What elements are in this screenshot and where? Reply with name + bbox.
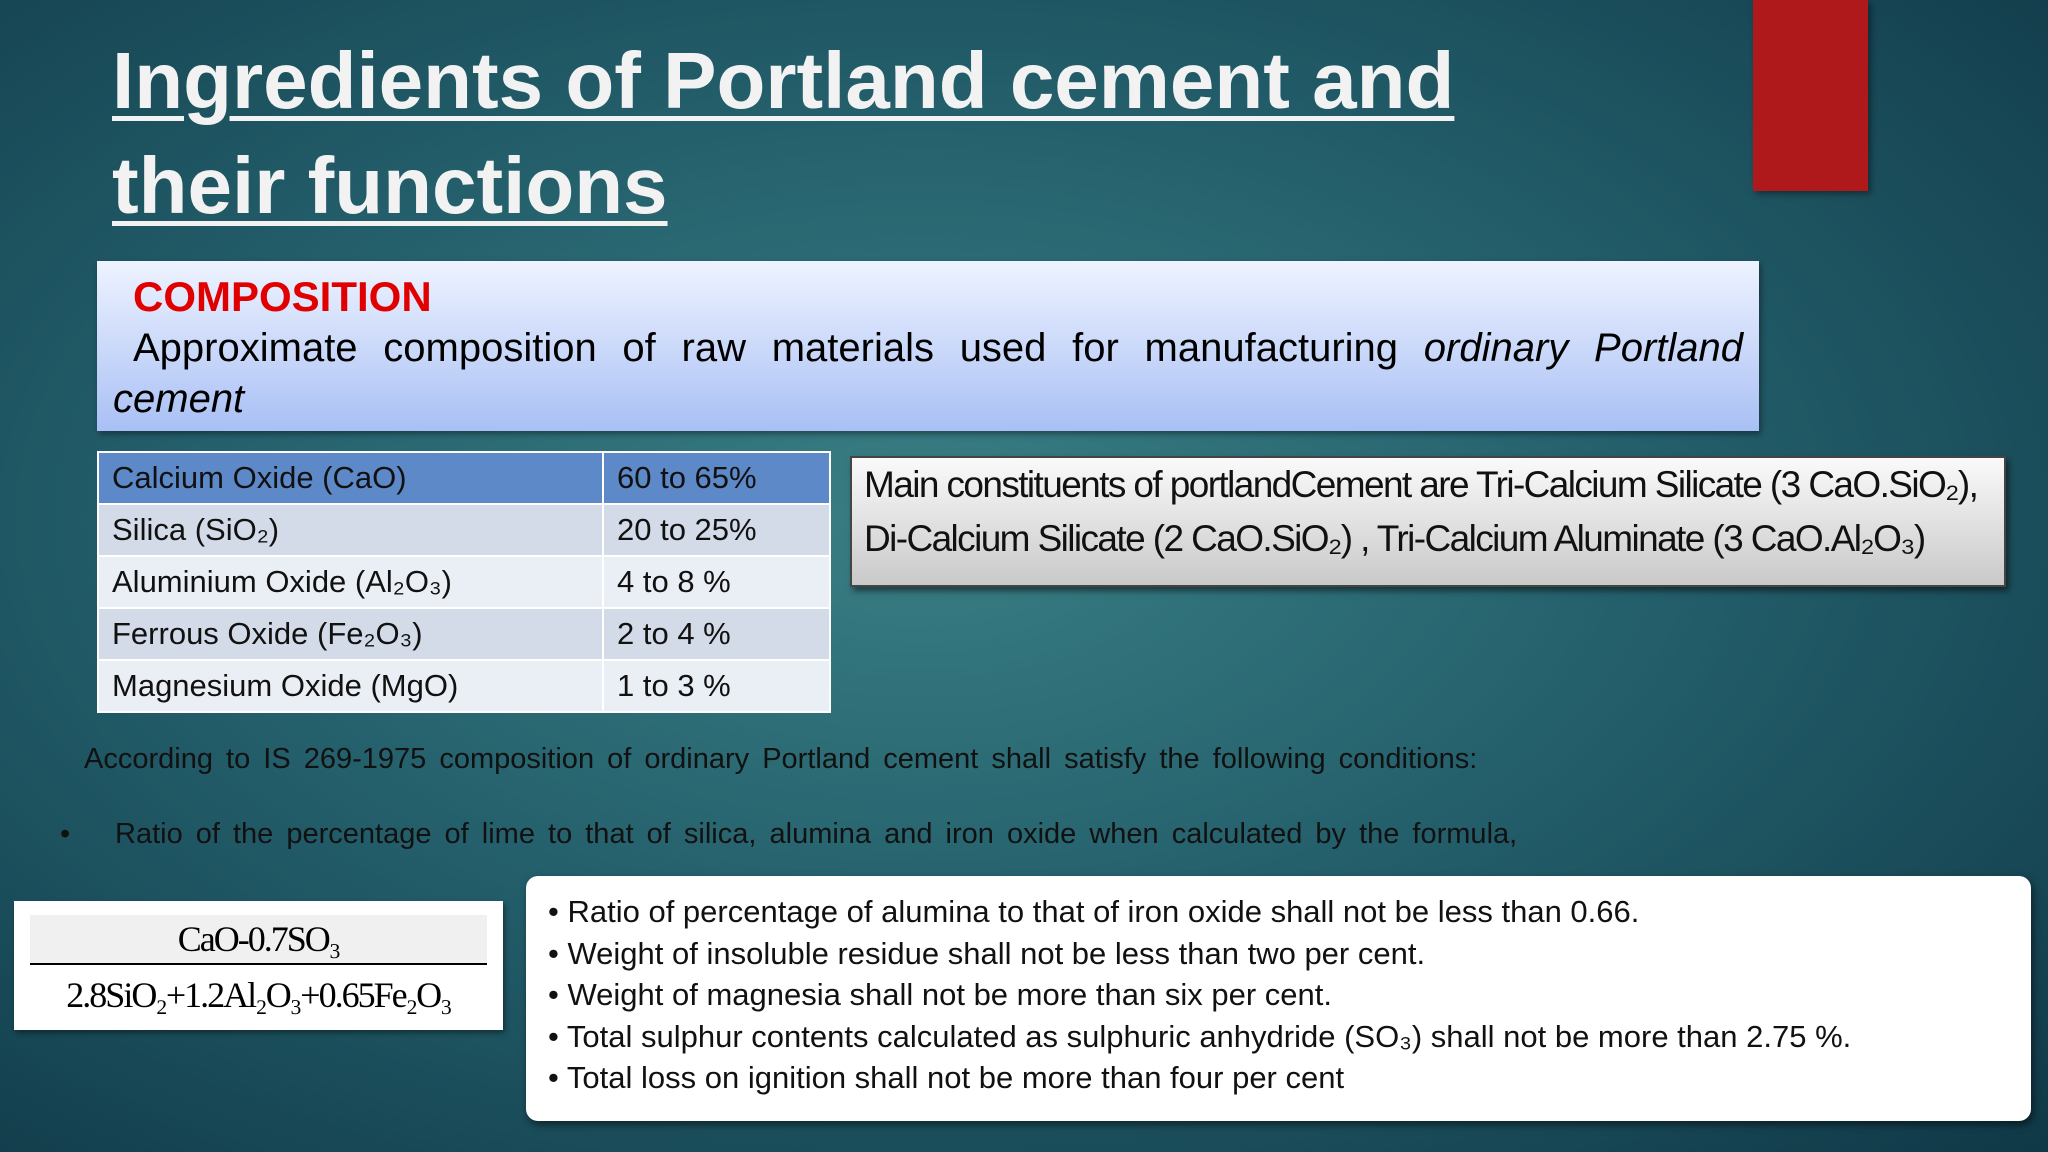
condition: • Weight of insoluble residue shall not … [548,935,1426,971]
table-cell: Silica (SiO₂) [97,503,604,557]
text-line: Main constituents of portlandCement are … [864,464,1979,505]
condition: • Total sulphur contents calculated as s… [548,1018,1852,1054]
heading: COMPOSITION [133,273,432,320]
table-cell: Calcium Oxide (CaO) [97,451,604,505]
description: Approximate composition of raw materials… [113,323,1743,425]
table-row: Silica (SiO₂) 20 to 25% [97,503,831,557]
condition: • Total loss on ignition shall not be mo… [548,1060,1345,1095]
table-cell: Aluminium Oxide (Al₂O₃) [97,555,604,609]
accent-block [1753,0,1868,191]
table-row: Calcium Oxide (CaO) 60 to 65% [97,451,831,505]
table-row: Aluminium Oxide (Al₂O₃) 4 to 8 % [97,555,831,609]
denominator: 2.8SiO₂+1.2Al₂O₃+0.65Fe₂O₃ [66,975,452,1015]
paragraph: According to IS 269-1975 composition of … [84,743,1478,775]
table-cell: 60 to 65% [602,451,831,505]
condition: • Weight of magnesia shall not be more t… [548,977,1332,1012]
title-line: Ingredients of Portland cement and [112,36,1455,125]
table-cell: 20 to 25% [602,503,831,557]
table-row: Ferrous Oxide (Fe₂O₃) 2 to 4 % [97,607,831,661]
bullet-text: Ratio of the percentage of lime to that … [115,818,1518,850]
composition-box: COMPOSITION Approximate composition of r… [97,261,1759,431]
table-cell: 4 to 8 % [602,555,831,609]
text-italic: ordinary Portland cement [113,326,1744,421]
conditions-box: • Ratio of percentage of alumina to that… [526,876,2031,1121]
bullet-mark: • [60,818,71,850]
text-line: Di-Calcium Silicate (2 CaO.SiO₂) , Tri-C… [864,518,1926,559]
table-row: Magnesium Oxide (MgO) 1 to 3 % [97,659,831,713]
table-body: Calcium Oxide (CaO) 60 to 65% Silica (SiO₂… [97,451,831,713]
table-cell: 2 to 4 % [602,607,831,661]
text: Approximate composition of raw materials… [133,326,1399,370]
table-cell: Magnesium Oxide (MgO) [97,659,604,713]
table-cell: Ferrous Oxide (Fe₂O₃) [97,607,604,661]
composition-table: Calcium Oxide (CaO) 60 to 65% Silica (SiO₂… [97,451,831,713]
condition: • Ratio of percentage of alumina to that… [548,894,1640,929]
numerator: CaO-0.7SO₃ [30,915,487,965]
title-line: their functions [112,141,668,230]
table-cell: 1 to 3 % [602,659,831,713]
formula: CaO-0.7SO₃ 2.8SiO₂+1.2Al₂O₃+0.65Fe₂O₃ [14,901,503,1030]
constituents-box: Main constituents of portlandCement are … [850,456,2006,587]
